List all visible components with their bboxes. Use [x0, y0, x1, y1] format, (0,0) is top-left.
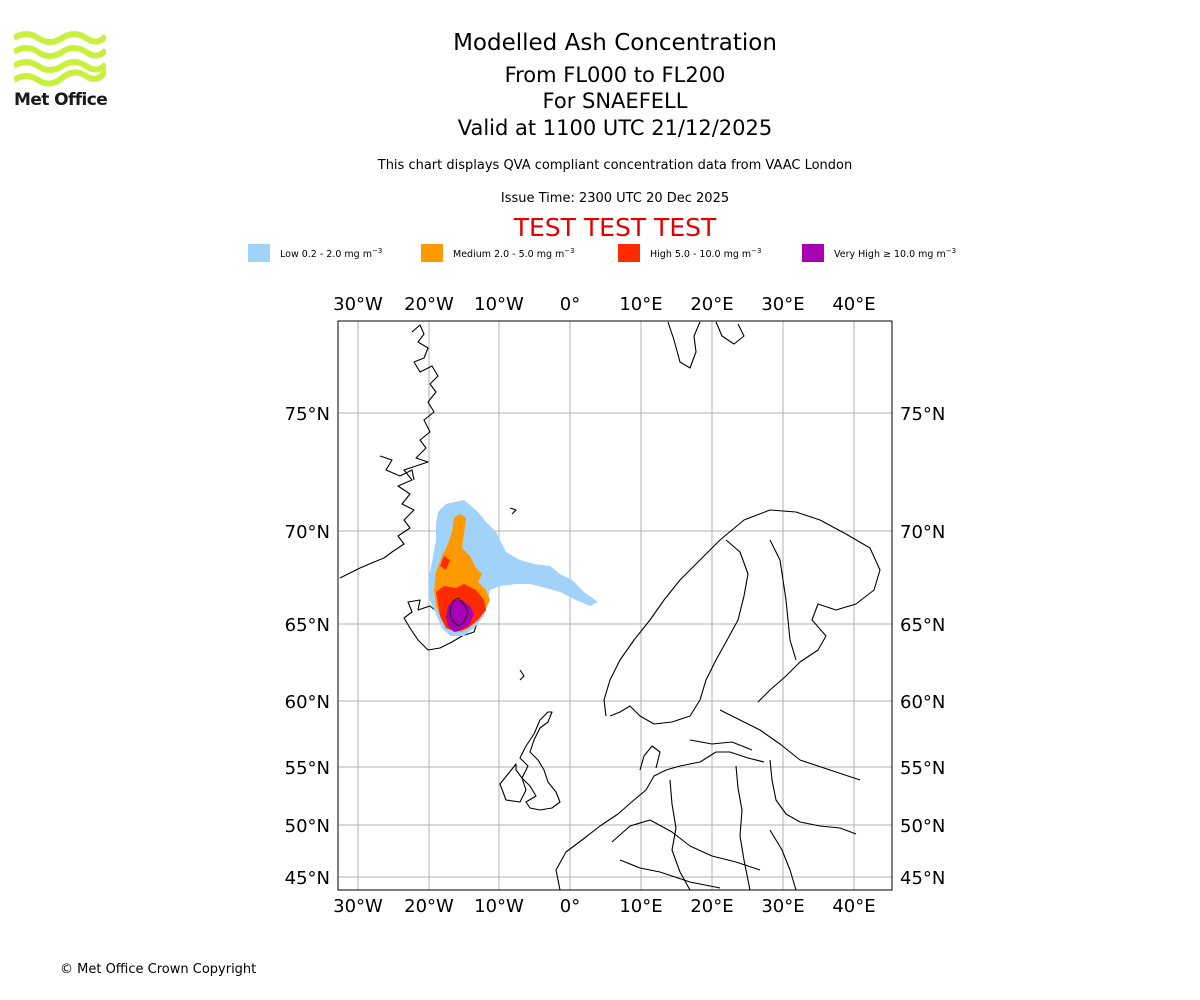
lon-tick-top: 20°W — [404, 294, 454, 315]
gridlines — [338, 321, 892, 890]
logo-text: Met Office — [14, 90, 108, 110]
lon-tick-bottom: 10°W — [474, 896, 524, 917]
legend-swatch-very-high — [802, 244, 824, 262]
lon-tick-top: 20°E — [690, 294, 733, 315]
lat-tick-right: 75°N — [900, 404, 945, 425]
lon-tick-top: 30°W — [333, 294, 383, 315]
qva-note: This chart displays QVA compliant concen… — [377, 158, 853, 173]
test-banner: TEST TEST TEST — [513, 213, 717, 242]
volcano-name: For SNAEFELL — [542, 89, 688, 113]
map-frame — [337, 320, 893, 891]
lat-labels-right: 75°N 70°N 65°N 60°N 55°N 50°N 45°N — [900, 404, 945, 889]
lon-labels-bottom: 30°W 20°W 10°W 0° 10°E 20°E 30°E 40°E — [333, 896, 875, 917]
lon-tick-top: 40°E — [832, 294, 875, 315]
lon-tick-bottom: 30°W — [333, 896, 383, 917]
lon-tick-bottom: 30°E — [761, 896, 804, 917]
ash-plume — [428, 500, 598, 636]
lon-tick-bottom: 10°E — [619, 896, 662, 917]
ash-high-region-north — [440, 556, 450, 570]
lon-tick-bottom: 20°E — [690, 896, 733, 917]
lat-labels-left: 75°N 70°N 65°N 60°N 55°N 50°N 45°N — [285, 404, 330, 889]
lat-tick-left: 50°N — [285, 816, 330, 837]
lat-tick-right: 45°N — [900, 868, 945, 889]
lon-tick-top: 10°W — [474, 294, 524, 315]
legend-swatch-low — [248, 244, 270, 262]
lon-tick-top: 30°E — [761, 294, 804, 315]
lat-tick-right: 60°N — [900, 692, 945, 713]
lat-tick-right: 55°N — [900, 758, 945, 779]
lon-labels-top: 30°W 20°W 10°W 0° 10°E 20°E 30°E 40°E — [333, 294, 875, 315]
legend-label-very-high: Very High ≥ 10.0 mg m−3 — [834, 247, 957, 261]
flight-level-range: From FL000 to FL200 — [504, 63, 726, 87]
lat-tick-right: 65°N — [900, 615, 945, 636]
copyright: © Met Office Crown Copyright — [60, 962, 257, 977]
lon-tick-bottom: 0° — [560, 896, 580, 917]
lon-tick-top: 0° — [560, 294, 580, 315]
lon-tick-bottom: 40°E — [832, 896, 875, 917]
coastlines — [339, 321, 881, 891]
issue-time: Issue Time: 2300 UTC 20 Dec 2025 — [500, 191, 730, 206]
met-office-logo: Met Office — [14, 30, 108, 112]
lat-tick-left: 55°N — [285, 758, 330, 779]
chart-title: Modelled Ash Concentration — [453, 30, 777, 56]
legend-label-medium: Medium 2.0 - 5.0 mg m−3 — [453, 247, 575, 261]
lat-tick-left: 65°N — [285, 615, 330, 636]
lat-tick-left: 70°N — [285, 522, 330, 543]
lat-tick-left: 75°N — [285, 404, 330, 425]
ash-map: 30°W 20°W 10°W 0° 10°E 20°E 30°E 40°E 30… — [285, 294, 946, 917]
lat-tick-right: 50°N — [900, 816, 945, 837]
lon-tick-top: 10°E — [619, 294, 662, 315]
legend-swatch-high — [618, 244, 640, 262]
lat-tick-left: 60°N — [285, 692, 330, 713]
valid-time: Valid at 1100 UTC 21/12/2025 — [457, 116, 773, 140]
logo-waves-icon — [14, 31, 106, 87]
lon-tick-bottom: 20°W — [404, 896, 454, 917]
ash-contour-outline — [449, 597, 469, 627]
lat-tick-left: 45°N — [285, 868, 330, 889]
ash-very-high-region — [446, 600, 474, 632]
legend-label-high: High 5.0 - 10.0 mg m−3 — [650, 247, 762, 261]
legend-swatch-medium — [421, 244, 443, 262]
lat-tick-right: 70°N — [900, 522, 945, 543]
legend-label-low: Low 0.2 - 2.0 mg m−3 — [280, 247, 383, 261]
